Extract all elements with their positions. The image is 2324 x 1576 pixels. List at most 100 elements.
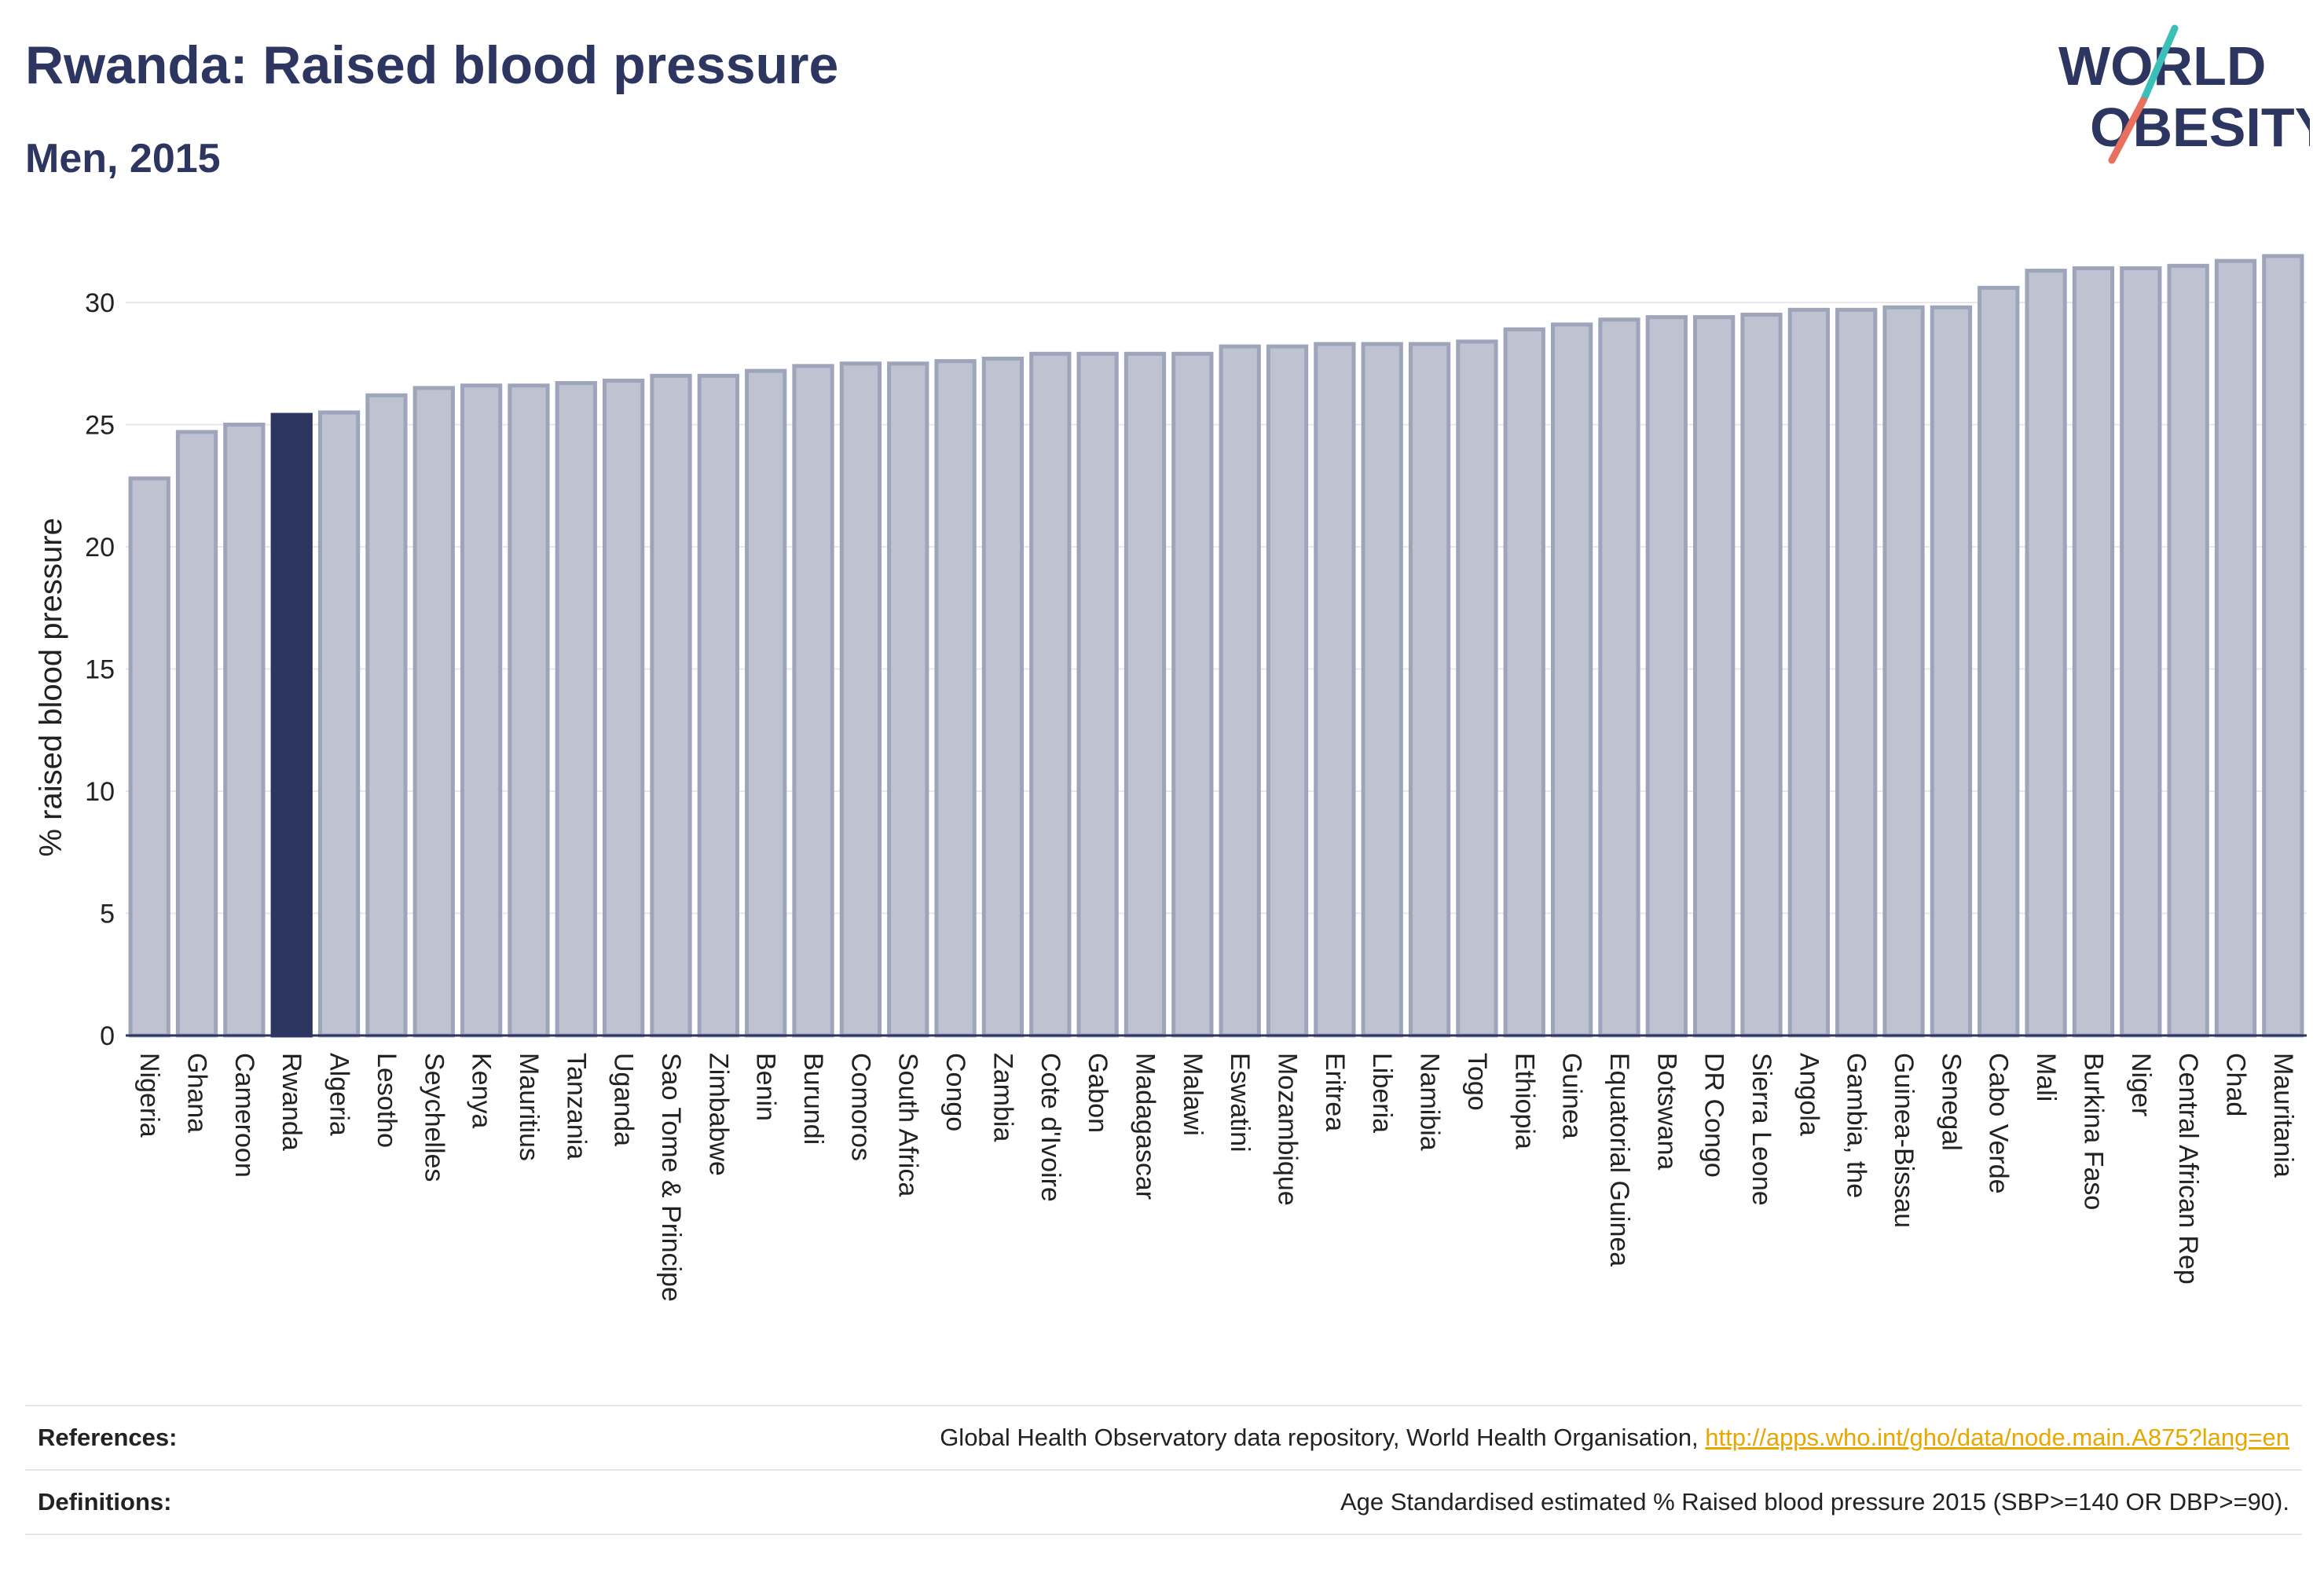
x-tick-label: Zambia bbox=[988, 1053, 1017, 1142]
bar-guinea bbox=[1550, 322, 1593, 1038]
bars bbox=[128, 254, 2304, 1038]
x-tick-label: Central African Rep bbox=[2173, 1053, 2203, 1285]
y-axis-ticks: 0 5 10 15 20 25 30 bbox=[85, 288, 115, 1051]
bar-ethiopia bbox=[1503, 327, 1545, 1038]
x-tick-label: Eritrea bbox=[1320, 1053, 1350, 1131]
bar-mozambique bbox=[1266, 344, 1309, 1038]
x-tick-label: Guinea-Bissau bbox=[1889, 1053, 1919, 1228]
definitions-label: Definitions: bbox=[38, 1488, 172, 1516]
references-value: Global Health Observatory data repositor… bbox=[940, 1424, 2302, 1452]
bar-malawi bbox=[1171, 351, 1214, 1038]
bar-liberia bbox=[1361, 342, 1403, 1038]
x-tick-label: Ethiopia bbox=[1509, 1053, 1539, 1149]
x-tick-label: Ghana bbox=[182, 1053, 212, 1133]
bar-nigeria bbox=[128, 476, 170, 1038]
bar-benin bbox=[745, 368, 787, 1038]
bar-rwanda bbox=[270, 412, 313, 1038]
x-tick-label: Liberia bbox=[1367, 1053, 1397, 1133]
bar-guinea-bissau bbox=[1882, 305, 1925, 1038]
bar-chart: 0 5 10 15 20 25 30 Nigeria Ghana Cameroon Rwanda A… bbox=[34, 254, 2307, 1302]
definitions-value: Age Standardised estimated % Raised bloo… bbox=[1340, 1488, 2289, 1516]
bar-cameroon bbox=[223, 423, 266, 1038]
x-tick-label: Burundi bbox=[798, 1053, 828, 1145]
logo-line-1: WORLD bbox=[2058, 35, 2266, 97]
bar-mauritius bbox=[508, 383, 550, 1038]
x-tick-label: Congo bbox=[940, 1053, 970, 1131]
x-tick-label: Comoros bbox=[845, 1053, 875, 1161]
logo-slash-teal bbox=[2139, 24, 2179, 104]
x-axis-labels: Nigeria Ghana Cameroon Rwanda Algeria Lesotho… bbox=[134, 1053, 2298, 1302]
chart-subtitle: Men, 2015 bbox=[25, 136, 221, 181]
y-tick-label: 10 bbox=[85, 777, 115, 807]
x-tick-label: Mali bbox=[2031, 1053, 2061, 1101]
x-tick-label: Zimbabwe bbox=[703, 1053, 733, 1176]
bar-south-africa bbox=[887, 361, 929, 1038]
bar-eswatini bbox=[1219, 344, 1261, 1038]
x-tick-label: Uganda bbox=[609, 1053, 639, 1146]
world-obesity-logo: WORLD OBESITY bbox=[2058, 24, 2310, 164]
x-tick-label: Eswatini bbox=[1225, 1053, 1255, 1153]
x-tick-label: Mauritius bbox=[514, 1053, 544, 1161]
x-tick-label: Equatorial Guinea bbox=[1604, 1053, 1634, 1266]
x-tick-label: Senegal bbox=[1936, 1053, 1966, 1151]
y-tick-label: 25 bbox=[85, 411, 115, 441]
x-tick-label: Gabon bbox=[1083, 1053, 1113, 1133]
bar-madagascar bbox=[1124, 351, 1167, 1038]
bar-zambia bbox=[981, 357, 1025, 1038]
x-tick-label: Cameroon bbox=[229, 1053, 259, 1178]
bar-cote-d-ivoire bbox=[1029, 351, 1072, 1038]
bar-togo bbox=[1456, 339, 1498, 1038]
bar-algeria bbox=[317, 410, 361, 1038]
y-tick-label: 20 bbox=[85, 533, 115, 563]
bar-lesotho bbox=[365, 393, 408, 1038]
y-axis-title: % raised blood pressure bbox=[34, 518, 68, 856]
bar-sao-tome-principe bbox=[650, 373, 692, 1038]
x-tick-label: Algeria bbox=[324, 1053, 354, 1136]
bar-mali bbox=[2025, 269, 2067, 1038]
bar-gambia-the bbox=[1835, 307, 1878, 1038]
x-tick-label: Namibia bbox=[1415, 1053, 1445, 1151]
chart-title: Rwanda: Raised blood pressure bbox=[25, 35, 839, 95]
bar-namibia bbox=[1408, 342, 1451, 1038]
bar-dr-congo bbox=[1693, 315, 1736, 1038]
bar-uganda bbox=[603, 379, 645, 1038]
x-tick-label: South Africa bbox=[893, 1053, 923, 1197]
bar-comoros bbox=[839, 361, 882, 1038]
footer-divider bbox=[25, 1534, 2302, 1535]
x-tick-label: Lesotho bbox=[372, 1053, 401, 1148]
x-tick-label: Mauritania bbox=[2268, 1053, 2298, 1178]
x-tick-label: Mozambique bbox=[1273, 1053, 1303, 1206]
bar-zimbabwe bbox=[697, 373, 739, 1038]
bar-ghana bbox=[175, 430, 218, 1038]
y-tick-label: 0 bbox=[100, 1021, 115, 1051]
x-tick-label: Sao Tome & Principe bbox=[656, 1053, 686, 1302]
bar-sierra-leone bbox=[1740, 313, 1783, 1038]
x-tick-label: Kenya bbox=[467, 1053, 497, 1128]
x-tick-label: Botswana bbox=[1651, 1053, 1681, 1170]
bar-burkina-faso bbox=[2072, 266, 2115, 1038]
x-tick-label: Guinea bbox=[1557, 1053, 1587, 1139]
references-text: Global Health Observatory data repositor… bbox=[940, 1424, 1706, 1451]
bar-eritrea bbox=[1314, 342, 1356, 1038]
bar-burundi bbox=[792, 364, 834, 1038]
x-tick-label: Burkina Faso bbox=[2078, 1053, 2108, 1210]
bar-mauritania bbox=[2262, 254, 2304, 1038]
x-tick-label: Rwanda bbox=[277, 1053, 306, 1151]
x-tick-label: Niger bbox=[2126, 1053, 2156, 1116]
references-link[interactable]: http://apps.who.int/gho/data/node.main.A… bbox=[1705, 1424, 2289, 1451]
x-tick-label: Cabo Verde bbox=[1984, 1053, 2014, 1194]
y-tick-label: 5 bbox=[100, 900, 115, 929]
bar-chad bbox=[2214, 258, 2257, 1038]
x-tick-label: Angola bbox=[1794, 1053, 1824, 1136]
x-tick-label: DR Congo bbox=[1699, 1053, 1729, 1178]
x-tick-label: Nigeria bbox=[134, 1053, 164, 1138]
bar-equatorial-guinea bbox=[1598, 317, 1640, 1038]
bar-senegal bbox=[1930, 305, 1973, 1038]
bar-niger bbox=[2120, 266, 2162, 1038]
bar-kenya bbox=[460, 383, 503, 1038]
logo-slash-red bbox=[2108, 97, 2147, 164]
references-label: References: bbox=[38, 1424, 178, 1451]
bar-congo bbox=[934, 359, 977, 1038]
x-tick-label: Seychelles bbox=[419, 1053, 449, 1182]
y-tick-label: 30 bbox=[85, 288, 115, 318]
